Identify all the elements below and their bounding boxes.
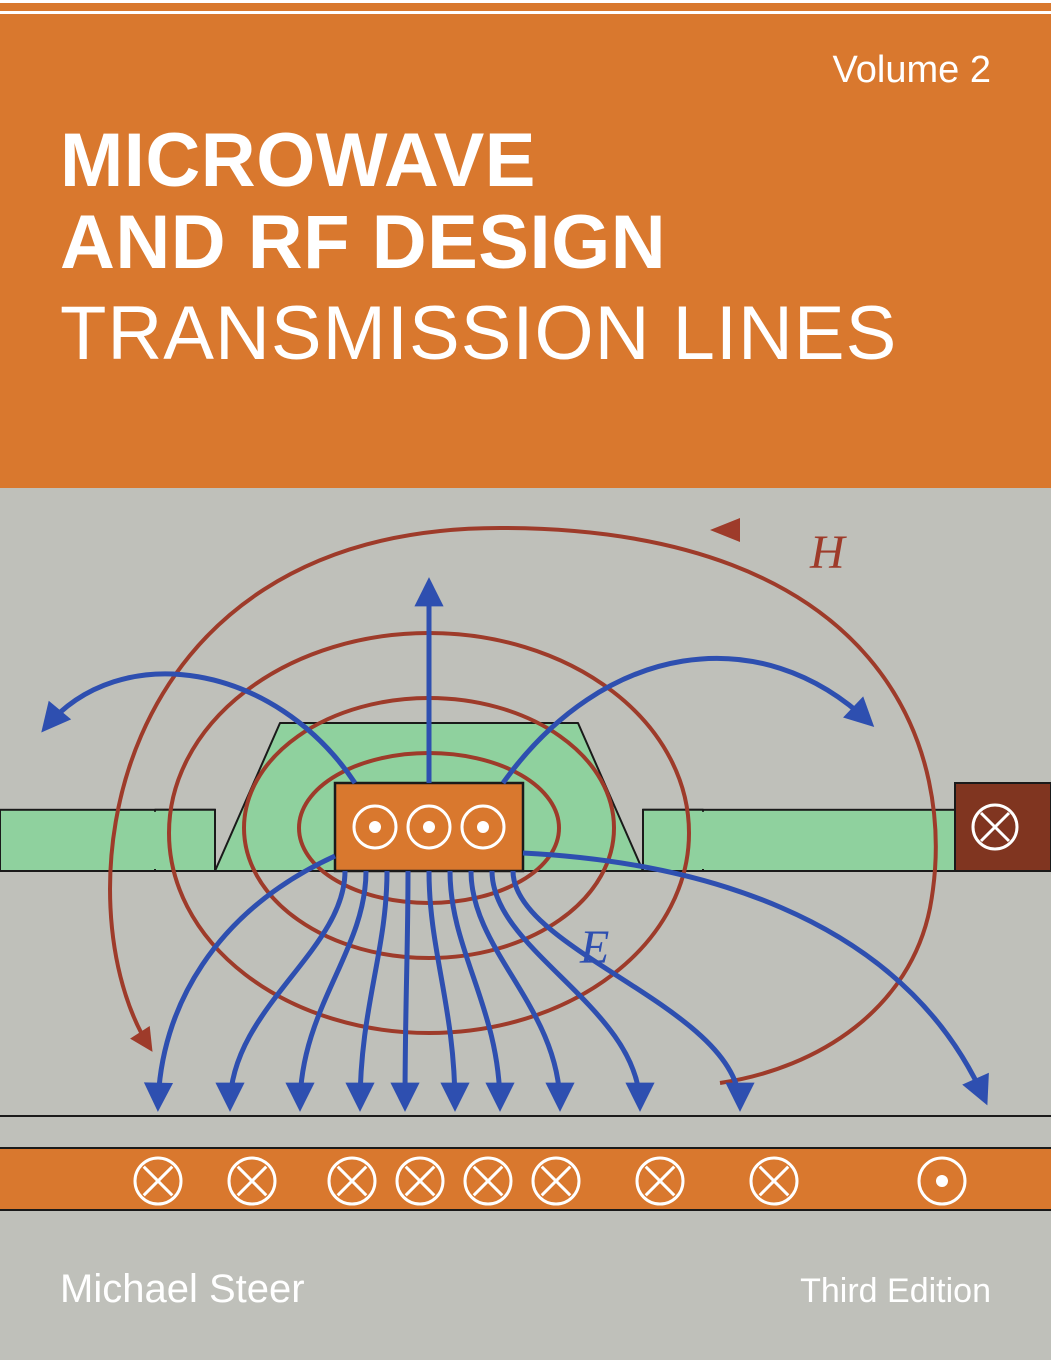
title-line-1: MICROWAVE (60, 120, 991, 202)
author-name: Michael Steer (60, 1267, 305, 1312)
top-rule (0, 0, 1051, 14)
volume-label: Volume 2 (60, 49, 991, 92)
subtitle: TRANSMISSION LINES (60, 290, 991, 377)
header-block: Volume 2 MICROWAVE AND RF DESIGN TRANSMI… (0, 0, 1051, 488)
svg-text:E: E (579, 921, 609, 974)
footer: Michael Steer Third Edition (0, 1229, 1051, 1360)
title-block: Volume 2 MICROWAVE AND RF DESIGN TRANSMI… (0, 14, 1051, 427)
edition-label: Third Edition (800, 1272, 991, 1311)
title-line-2: AND RF DESIGN (60, 202, 991, 284)
svg-text:H: H (809, 526, 847, 579)
